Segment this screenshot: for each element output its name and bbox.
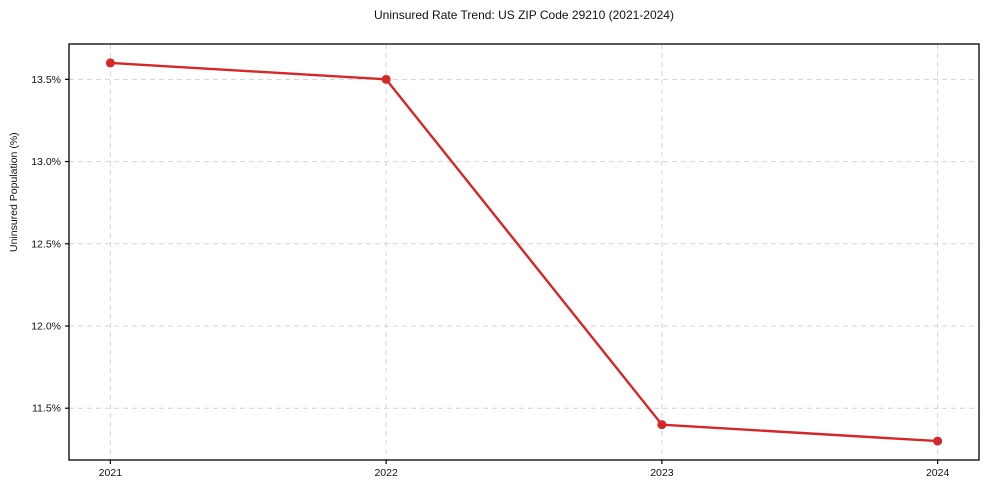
y-tick-label: 13.0% bbox=[31, 156, 61, 168]
data-point bbox=[381, 74, 391, 84]
data-point bbox=[657, 420, 667, 430]
x-tick-label: 2022 bbox=[374, 467, 398, 479]
x-tick-label: 2023 bbox=[650, 467, 674, 479]
y-tick-label: 12.5% bbox=[31, 238, 61, 250]
data-point bbox=[105, 58, 115, 68]
x-tick-label: 2024 bbox=[926, 467, 950, 479]
y-tick-label: 11.5% bbox=[32, 403, 61, 415]
y-tick-label: 13.5% bbox=[31, 74, 61, 86]
axes-frame bbox=[68, 43, 980, 461]
chart-title: Uninsured Rate Trend: US ZIP Code 29210 … bbox=[374, 8, 674, 22]
trend-line bbox=[109, 61, 939, 443]
x-tick-label: 2021 bbox=[99, 467, 123, 479]
y-tick-label: 12.0% bbox=[31, 320, 61, 332]
data-point bbox=[933, 436, 943, 446]
